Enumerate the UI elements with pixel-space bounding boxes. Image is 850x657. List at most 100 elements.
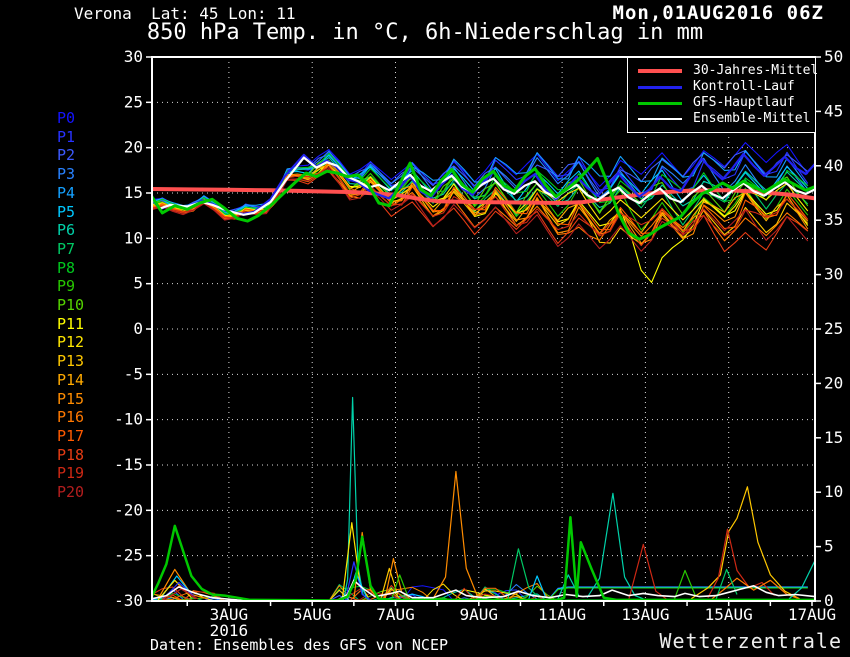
legend-line-swatch-ensemble-mean xyxy=(638,118,682,120)
axis-tick-label: 15AUG xyxy=(705,605,753,624)
legend-item-main-run: GFS-Hauptlauf xyxy=(628,95,815,111)
ensemble-member-label-p18: P18 xyxy=(57,445,85,464)
ensemble-member-label-p3: P3 xyxy=(57,165,76,184)
ensemble-member-label-p20: P20 xyxy=(57,483,85,501)
legend-label: Kontroll-Lauf xyxy=(693,79,795,94)
ensemble-member-label-p16: P16 xyxy=(57,408,85,427)
legend-label: 30-Jahres-Mittel xyxy=(693,63,819,78)
brand-label: Wetterzentrale xyxy=(659,629,842,653)
plot-frame: 302520151050-5-10-15-20-25-3050454035302… xyxy=(114,47,843,640)
plot-border xyxy=(151,56,816,602)
precip-spike-line-10 xyxy=(528,575,546,600)
gridlines xyxy=(152,57,815,601)
axis-tick-label: 30 xyxy=(124,47,143,66)
axis-tick-label: 25 xyxy=(824,319,843,338)
ensemble-member-label-p7: P7 xyxy=(57,239,76,258)
axis-tick-label: 13AUG xyxy=(621,605,669,624)
precip-spike-line-14 xyxy=(674,569,696,600)
ensemble-member-label-p15: P15 xyxy=(57,389,85,408)
axis-tick-label: 5 xyxy=(133,274,143,293)
axis-tick-label: 15 xyxy=(124,183,143,202)
legend-item-control-run: Kontroll-Lauf xyxy=(628,79,815,95)
ensemble-member-label-p12: P12 xyxy=(57,333,85,352)
ensemble-member-label-p10: P10 xyxy=(57,296,85,314)
ensemble-member-label-p4: P4 xyxy=(57,183,76,202)
legend-line-swatch-main-run xyxy=(638,101,682,105)
plot-lines xyxy=(152,142,815,601)
axis-tick-label: -5 xyxy=(124,364,143,383)
axis-tick-label: 20 xyxy=(824,373,843,392)
legend-item-ensemble-mean: Ensemble-Mittel xyxy=(628,111,815,127)
data-source-label: Daten: Ensembles des GFS von NCEP xyxy=(150,636,449,654)
precip-spike-line-7 xyxy=(390,574,409,601)
axis-tick-label: 0 xyxy=(824,591,834,610)
ensemble-member-label-p14: P14 xyxy=(57,370,85,389)
axis-tick-label: 35 xyxy=(824,210,843,229)
axis-tick-label: -10 xyxy=(114,410,143,429)
axis-tick-label: -30 xyxy=(114,591,143,610)
axis-tick-label: 25 xyxy=(124,92,143,111)
chart-title: 850 hPa Temp. in °C, 6h-Niederschlag in … xyxy=(146,20,704,45)
precip-spike-line-25 xyxy=(163,588,199,601)
ensemble-member-label-p5: P5 xyxy=(57,202,76,221)
temp-main-run-line xyxy=(152,157,815,241)
precip-member-line-p17 xyxy=(152,587,808,601)
axis-tick-label: 9AUG xyxy=(460,605,499,624)
axis-tick-label: -25 xyxy=(114,546,143,565)
ensemble-member-label-p17: P17 xyxy=(57,426,85,445)
ensemble-member-label-p8: P8 xyxy=(57,258,76,277)
precip-spike-line-9 xyxy=(507,548,540,599)
axis-tick-label: 5AUG xyxy=(293,605,332,624)
axis-tick-label: 17AUG xyxy=(788,605,836,624)
ensemble-member-label-p1: P1 xyxy=(57,127,76,146)
axis-tick-label: -20 xyxy=(114,500,143,519)
axis-tick-label: 10 xyxy=(824,482,843,501)
ensemble-member-label-p9: P9 xyxy=(57,277,76,296)
axis-tick-label: 30 xyxy=(824,265,843,284)
precip-member-line-p5 xyxy=(152,586,808,601)
precip-spike-line-19 xyxy=(788,560,815,600)
axis-tick-label: 40 xyxy=(824,156,843,175)
run-datetime-label: Mon,01AUG2016 06Z xyxy=(612,2,824,24)
legend: 30-Jahres-Mittel Kontroll-Lauf GFS-Haupt… xyxy=(627,57,819,133)
axis-tick-label: 50 xyxy=(824,47,843,66)
precip-spike-line-12 xyxy=(586,492,644,600)
precip-spike-line-18 xyxy=(715,568,738,600)
axis-tick-label: 7AUG xyxy=(376,605,415,624)
precip-spike-line-6 xyxy=(380,567,399,599)
precip-spike-line-8 xyxy=(432,470,488,600)
axis-tick-label: 2016 xyxy=(210,621,249,640)
precip-spike-line-20 xyxy=(157,568,209,600)
axis-tick-label: 20 xyxy=(124,138,143,157)
axis-tick-label: 11AUG xyxy=(538,605,586,624)
precip-spike-line-15 xyxy=(690,486,800,600)
precip-member-line-p10 xyxy=(152,585,808,601)
temp-ensemble-mean-line xyxy=(152,156,815,216)
precip-spike-line-16 xyxy=(707,528,775,598)
ensemble-member-label-p0: P0 xyxy=(57,109,76,127)
axis-tick-label: 45 xyxy=(824,101,843,120)
ensemble-member-label-p11: P11 xyxy=(57,314,85,333)
legend-label: Ensemble-Mittel xyxy=(693,111,811,126)
precip-main-run-line xyxy=(152,515,815,601)
legend-item-climate-mean: 30-Jahres-Mittel xyxy=(628,63,819,79)
legend-label: GFS-Hauptlauf xyxy=(693,95,795,110)
ensemble-member-label-p13: P13 xyxy=(57,352,85,371)
axis-tick-label: 10 xyxy=(124,228,143,247)
precip-spike-line-5 xyxy=(384,557,411,600)
legend-line-swatch-control-run xyxy=(638,85,682,89)
ensemble-member-label-p2: P2 xyxy=(57,146,76,165)
ensemble-member-label-p6: P6 xyxy=(57,221,76,240)
station-coords-label: Verona Lat: 45 Lon: 11 xyxy=(74,4,296,23)
axis-tick-label: 3AUG xyxy=(210,605,249,624)
ensemble-member-label-p19: P19 xyxy=(57,464,85,483)
axis-tick-label: -15 xyxy=(114,455,143,474)
axis-tick-label: 5 xyxy=(824,537,834,556)
axis-tick-label: 15 xyxy=(824,428,843,447)
temp-member-line-p19 xyxy=(152,166,809,237)
axis-tick-label: 0 xyxy=(133,319,143,338)
precip-spike-line-13 xyxy=(628,543,667,601)
legend-line-swatch-climate-mean xyxy=(638,69,682,73)
